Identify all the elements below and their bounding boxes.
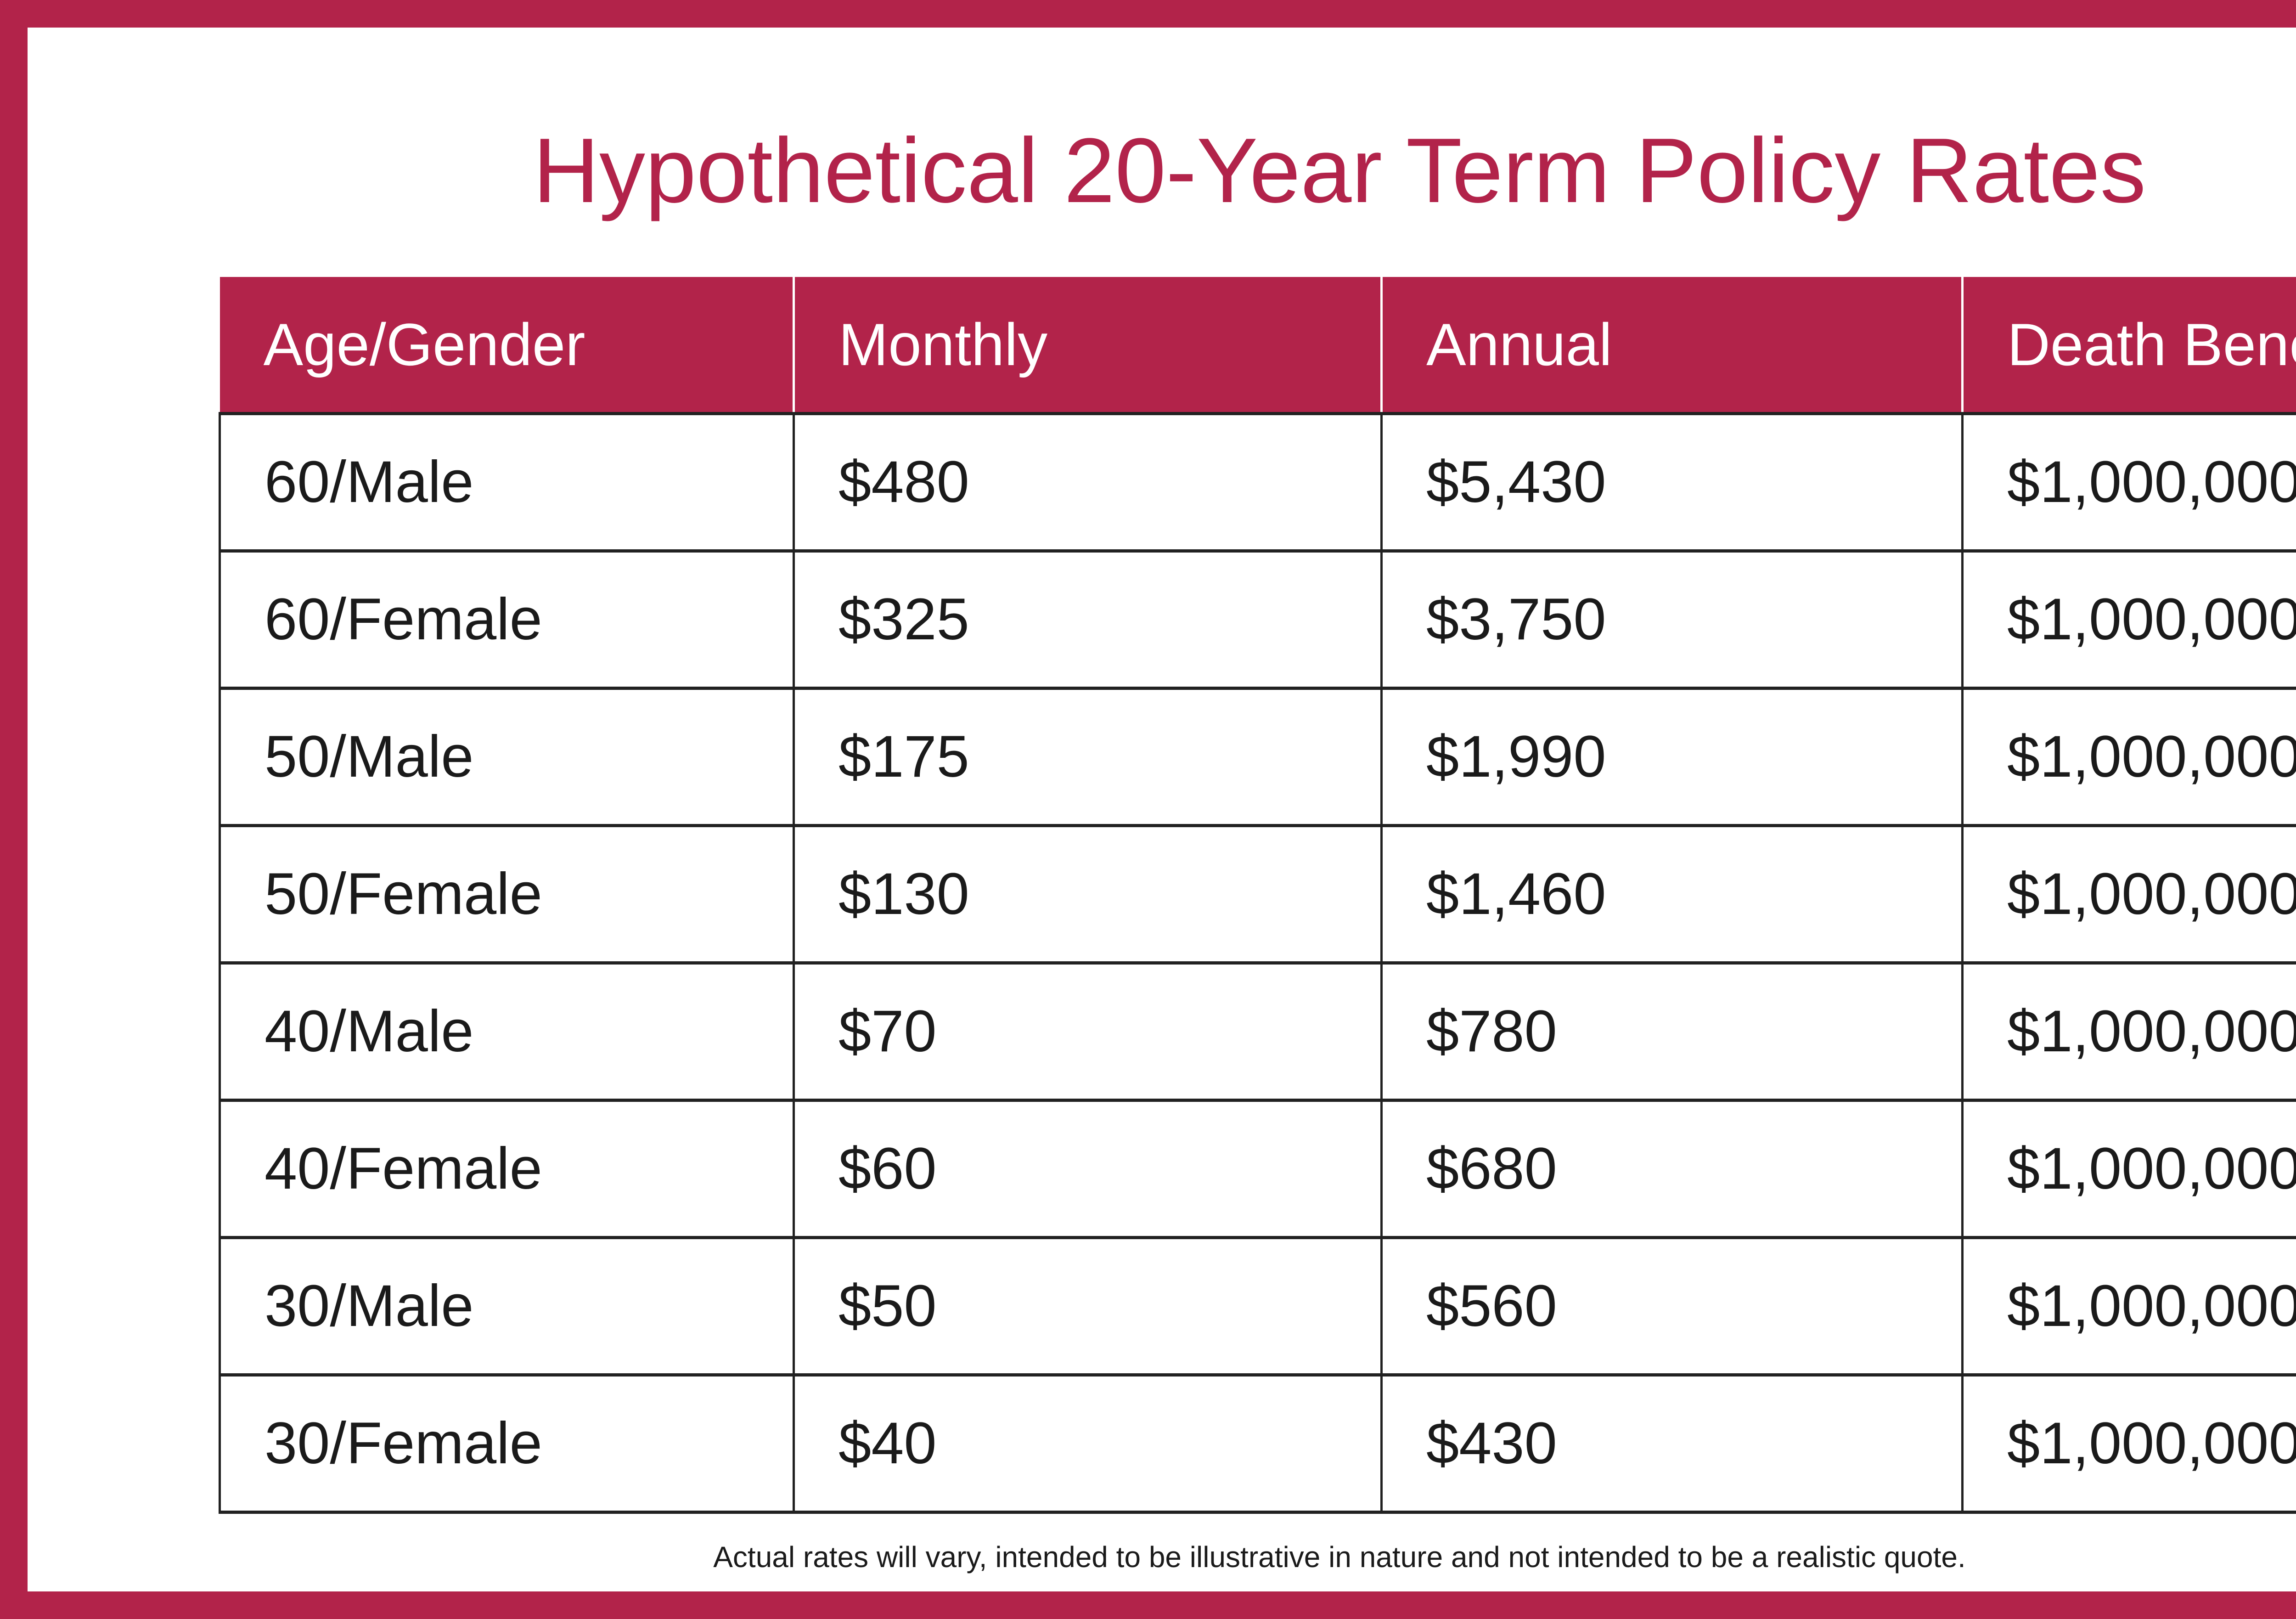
table-row: 40/Female$60$680$1,000,000.00 [219,1098,2296,1239]
table-cell: $3,750 [1380,549,1964,690]
column-header-age-gender: Age/Gender [219,277,794,413]
table-cell: $70 [793,961,1383,1102]
column-header-death-benefit: Death Benefit [1961,277,2296,413]
table-cell: 40/Female [219,1098,795,1239]
table-row: 60/Female$325$3,750$1,000,000.00 [219,549,2296,690]
table-cell: $1,000,000.00 [1961,1098,2296,1239]
table-cell: $325 [793,549,1383,690]
table-cell: $1,460 [1380,824,1964,965]
table-row: 30/Male$50$560$1,000,000.00 [219,1235,2296,1376]
table-row: 50/Female$130$1,460$1,000,000.00 [219,824,2296,965]
table-row: 60/Male$480$5,430$1,000,000.00 [219,412,2296,553]
table-cell: $5,430 [1380,412,1964,553]
table-row: 50/Male$175$1,990$1,000,000.00 [219,686,2296,827]
table-cell: 30/Male [219,1235,795,1376]
table-cell: $175 [793,686,1383,827]
table-header: Age/Gender Monthly Annual Death Benefit [219,277,2296,413]
table-cell: 50/Male [219,686,795,827]
table-cell: $1,990 [1380,686,1964,827]
table-cell: 60/Female [219,549,795,690]
table-cell: $40 [793,1373,1383,1514]
header-row: Age/Gender Monthly Annual Death Benefit [219,277,2296,413]
table-cell: $1,000,000.00 [1961,412,2296,553]
table-cell: $480 [793,412,1383,553]
table-cell: $430 [1380,1373,1964,1514]
column-header-monthly: Monthly [793,277,1382,413]
table-row: 30/Female$40$430$1,000,000.00 [219,1373,2296,1514]
table-cell: $1,000,000.00 [1961,824,2296,965]
table-cell: $130 [793,824,1383,965]
table-cell: 40/Male [219,961,795,1102]
table-body: 60/Male$480$5,430$1,000,000.0060/Female$… [219,412,2296,1514]
table-row: 40/Male$70$780$1,000,000.00 [219,961,2296,1102]
table-cell: $1,000,000.00 [1961,686,2296,827]
disclaimer-text: Actual rates will vary, intended to be i… [713,1540,1966,1574]
table-cell: $60 [793,1098,1383,1239]
table-cell: $1,000,000.00 [1961,1235,2296,1376]
table-cell: $1,000,000.00 [1961,1373,2296,1514]
table-cell: $560 [1380,1235,1964,1376]
table-cell: $1,000,000.00 [1961,961,2296,1102]
column-header-annual: Annual [1380,277,1963,413]
table-cell: 50/Female [219,824,795,965]
table-cell: 30/Female [219,1373,795,1514]
page-title: Hypothetical 20-Year Term Policy Rates [533,119,2146,222]
table-cell: $1,000,000.00 [1961,549,2296,690]
table-cell: 60/Male [219,412,795,553]
table-cell: $780 [1380,961,1964,1102]
table-cell: $50 [793,1235,1383,1376]
rates-table: Age/Gender Monthly Annual Death Benefit … [219,277,2296,1514]
table-cell: $680 [1380,1098,1964,1239]
